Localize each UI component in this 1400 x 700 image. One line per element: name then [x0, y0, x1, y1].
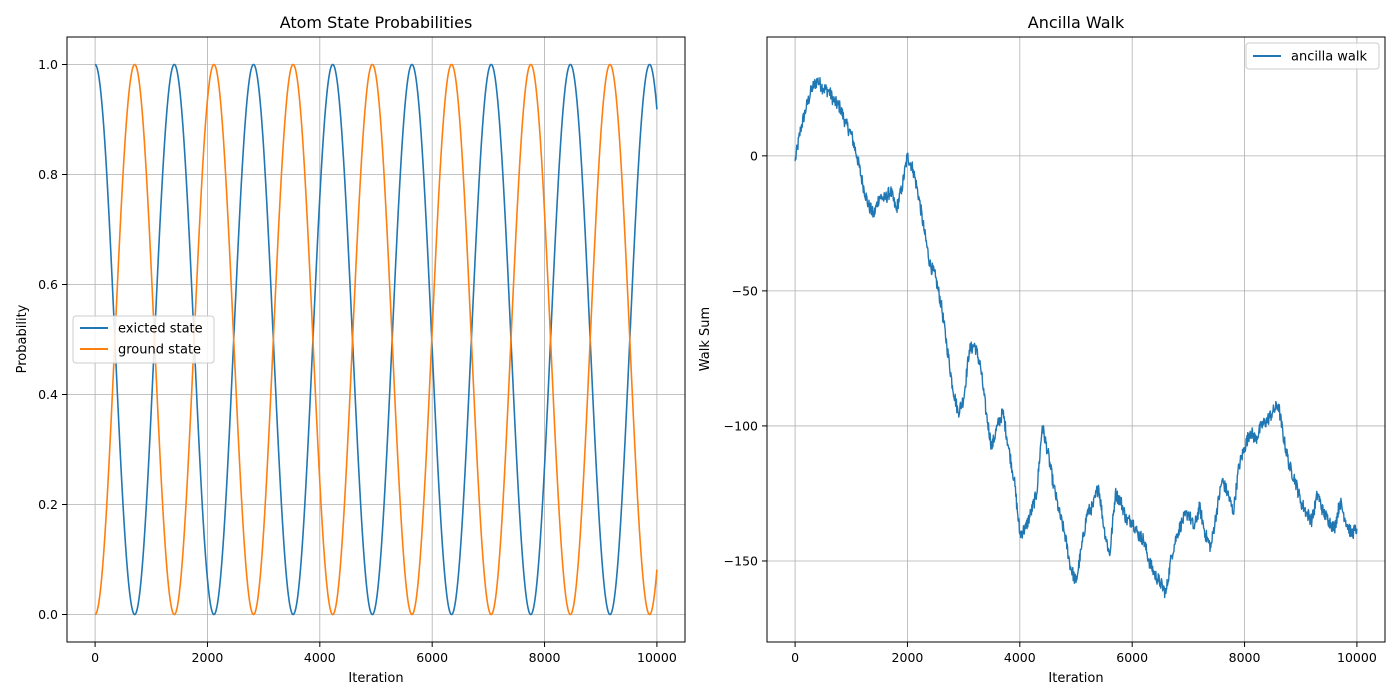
y-tick-label: 0: [750, 148, 758, 163]
y-tick-label: 0.4: [38, 387, 58, 402]
chart-title: Ancilla Walk: [1028, 13, 1125, 32]
y-tick-label: 0.0: [38, 607, 58, 622]
x-axis-label: Iteration: [1048, 671, 1103, 686]
y-tick-label: 0.2: [38, 497, 58, 512]
series-line-ground-state: [94, 63, 658, 616]
legend-label-ancilla: ancilla walk: [1291, 50, 1367, 65]
legend-label-ground: ground state: [118, 343, 201, 358]
x-tick-label: 4000: [1004, 650, 1036, 665]
series-line-ancilla-walk: [794, 76, 1358, 599]
y-tick-label: −150: [724, 553, 758, 568]
x-tick-label: 8000: [1229, 650, 1261, 665]
x-tick-label: 0: [91, 650, 99, 665]
x-tick-label: 10000: [1337, 650, 1377, 665]
y-tick-label: −100: [724, 418, 758, 433]
x-tick-label: 2000: [892, 650, 924, 665]
x-tick-label: 6000: [416, 650, 448, 665]
legend-box: [1245, 42, 1380, 70]
y-tick-label: 1.0: [38, 57, 58, 72]
y-axis-label: Walk Sum: [698, 307, 713, 371]
legend: exicted state ground state: [72, 315, 215, 364]
series-line-excited-state: [94, 63, 658, 616]
x-tick-label: 2000: [192, 650, 224, 665]
chart-title: Atom State Probabilities: [280, 13, 473, 32]
plot-frame: [766, 36, 1386, 643]
legend: ancilla walk: [1245, 42, 1380, 70]
plot-frame: [66, 36, 686, 643]
y-tick-label: −50: [732, 283, 758, 298]
chart-ancilla-walk: 0 2000 4000 6000 8000 10000 −150 −100 −50 0 Ancil…: [698, 13, 1386, 686]
legend-label-excited: exicted state: [118, 322, 203, 337]
y-tick-label: 0.6: [38, 277, 58, 292]
x-tick-label: 0: [791, 650, 799, 665]
x-tick-label: 6000: [1116, 650, 1148, 665]
x-tick-label: 8000: [529, 650, 561, 665]
x-tick-label: 4000: [304, 650, 336, 665]
x-axis-label: Iteration: [348, 671, 403, 686]
legend-box: [72, 315, 215, 364]
y-axis-label: Probability: [15, 304, 30, 373]
y-tick-label: 0.8: [38, 167, 58, 182]
plot-area: [767, 37, 1385, 642]
x-tick-label: 10000: [637, 650, 677, 665]
chart-atom-state-probabilities: 0 2000 4000 6000 8000 10000 0.0 0.2 0.4 0.6 0.8 1.0…: [15, 13, 686, 686]
